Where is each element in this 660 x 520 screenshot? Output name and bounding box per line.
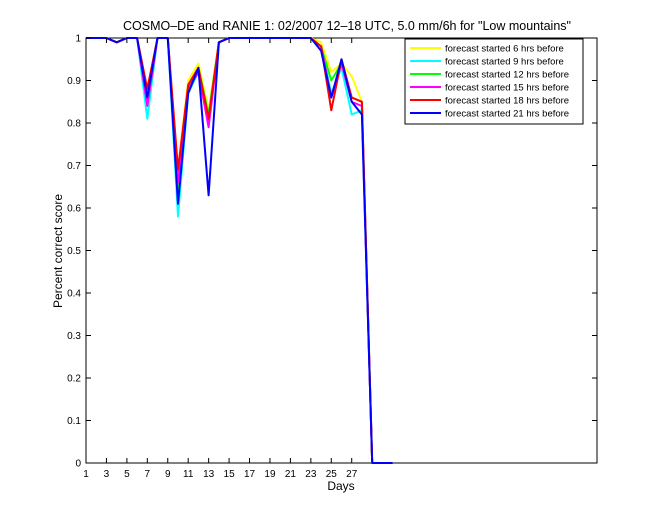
y-tick-label: 0.2	[67, 374, 81, 385]
y-tick-label: 0.8	[67, 119, 81, 130]
x-tick-label: 1	[83, 469, 89, 480]
series-layer	[86, 37, 393, 464]
series-line-6	[86, 37, 393, 464]
y-tick-label: 0.5	[67, 246, 81, 257]
x-tick-label: 25	[326, 469, 338, 480]
x-tick-label: 19	[264, 469, 276, 480]
y-tick-label: 0.4	[67, 289, 81, 300]
x-tick-label: 3	[104, 469, 110, 480]
x-axis-title: Days	[327, 479, 354, 493]
y-tick-label: 0.6	[67, 204, 81, 215]
x-tick-label: 11	[183, 469, 194, 480]
x-tick-label: 21	[285, 469, 297, 480]
legend-box	[404, 38, 584, 125]
y-tick-label: 1	[75, 34, 81, 45]
legend-label-6: forecast started 21 hrs before	[445, 109, 569, 120]
x-tick-label: 15	[224, 469, 236, 480]
y-tick-label: 0	[75, 459, 81, 470]
x-tick-label: 27	[346, 469, 358, 480]
legend-label-2: forecast started 9 hrs before	[445, 57, 564, 68]
legend-label-1: forecast started 6 hrs before	[445, 44, 564, 55]
y-axis-title: Percent correct score	[51, 194, 65, 308]
x-tick-label: 13	[203, 469, 215, 480]
x-tick-label: 9	[165, 469, 171, 480]
y-tick-label: 0.3	[67, 331, 81, 342]
legend-label-3: forecast started 12 hrs before	[445, 70, 569, 81]
legend-label-5: forecast started 18 hrs before	[445, 96, 569, 107]
x-tick-label: 23	[305, 469, 317, 480]
ticks-layer: 1 3 5 7 9 11 13 15 17 19 21 23 25 2700.10.20.30.40.50…	[67, 34, 597, 480]
legend: forecast started 6 hrs before forecast st…	[404, 38, 584, 125]
y-tick-label: 0.7	[67, 161, 81, 172]
x-tick-label: 7	[145, 469, 151, 480]
y-tick-label: 0.9	[67, 76, 81, 87]
y-tick-label: 0.1	[67, 416, 81, 427]
x-tick-label: 5	[124, 469, 130, 480]
x-tick-label: 17	[244, 469, 256, 480]
chart-title: COSMO–DE and RANIE 1: 02/2007 12–18 UTC,…	[123, 19, 571, 33]
legend-label-4: forecast started 15 hrs before	[445, 83, 569, 94]
